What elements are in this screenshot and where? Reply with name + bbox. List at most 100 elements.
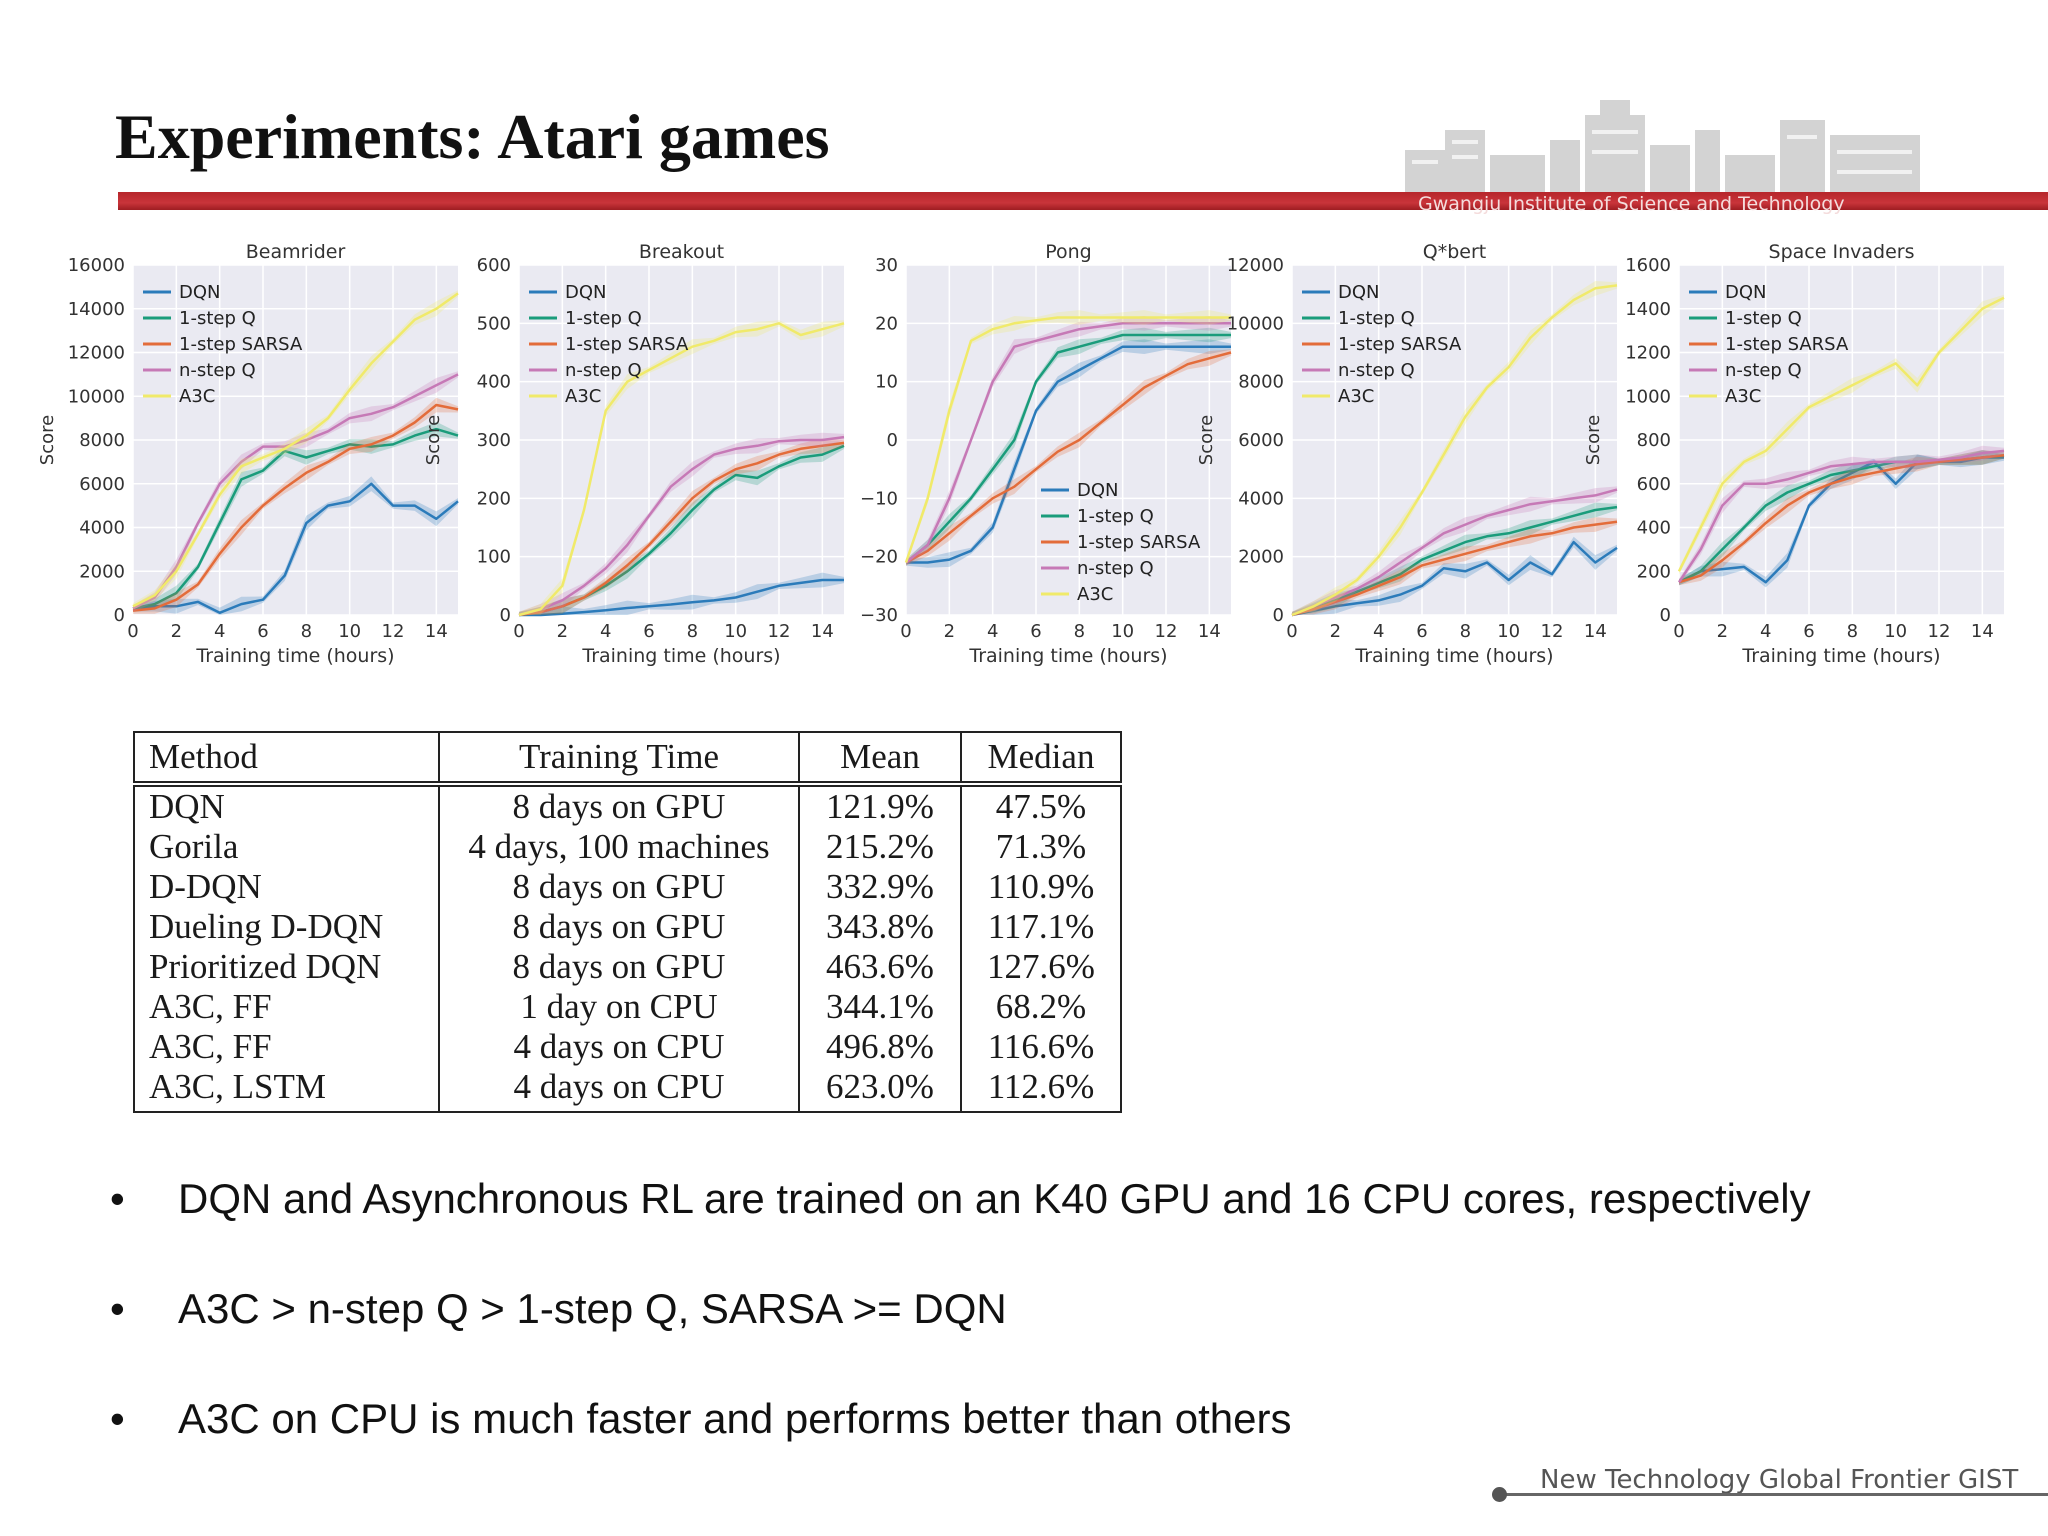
x-tick-label: 14 [811, 621, 834, 642]
series-line-a3c [518, 322, 845, 617]
x-tick-label: 6 [1416, 621, 1427, 642]
cell-median: 127.6% [960, 947, 1122, 987]
x-tick-label: 2 [1330, 621, 1341, 642]
y-tick-label: 300 [477, 430, 511, 451]
cell-training-time: 1 day on CPU [438, 987, 800, 1027]
cell-mean: 343.8% [798, 907, 962, 947]
x-tick-label: 2 [1717, 621, 1728, 642]
table-row: A3C, FF 1 day on CPU 344.1% 68.2% [133, 987, 1122, 1027]
header-divider-band [118, 192, 2048, 210]
header-training-time: Training Time [438, 731, 800, 785]
chart-breakout: 0 100 200 300 400 500 600 0 2 4 6 8 10 12 14 Breakout Tr… [423, 241, 845, 667]
legend-label-n-step-q: n-step Q [1338, 360, 1415, 381]
x-tick-label: 6 [1030, 621, 1041, 642]
y-tick-label: 0 [1273, 605, 1284, 626]
cell-training-time: 8 days on GPU [438, 947, 800, 987]
y-tick-label: 1400 [1625, 299, 1671, 320]
legend-label-n-step-q: n-step Q [565, 360, 642, 381]
y-tick-label: 6000 [1238, 430, 1284, 451]
series-band-a3c [1679, 294, 2004, 575]
x-tick-label: 4 [1373, 621, 1384, 642]
series-line-a3c [132, 292, 459, 608]
series-line-a3c [1677, 296, 2005, 572]
series-band-1-step-sarsa [906, 349, 1231, 566]
bullet-item: • A3C > n-step Q > 1-step Q, SARSA >= DQN [110, 1285, 1811, 1395]
legend-label-1-step-q: 1-step Q [1077, 506, 1154, 527]
y-tick-label: 400 [1637, 518, 1671, 539]
cell-training-time: 8 days on GPU [438, 781, 800, 827]
table-row: A3C, FF 4 days on CPU 496.8% 116.6% [133, 1027, 1122, 1067]
cell-median: 117.1% [960, 907, 1122, 947]
series-band-dqn [519, 572, 844, 615]
legend-label-1-step-sarsa: 1-step SARSA [179, 334, 303, 355]
cell-method: A3C, FF [133, 1027, 440, 1067]
cell-median: 112.6% [960, 1067, 1122, 1113]
y-tick-label: 1000 [1625, 386, 1671, 407]
cell-method: Dueling D-DQN [133, 907, 440, 947]
cell-mean: 332.9% [798, 867, 962, 907]
cell-mean: 496.8% [798, 1027, 962, 1067]
x-tick-label: 8 [687, 621, 698, 642]
legend-label-1-step-q: 1-step Q [1725, 308, 1802, 329]
x-tick-label: 10 [724, 621, 747, 642]
y-tick-label: 20 [875, 313, 898, 334]
x-tick-label: 12 [1541, 621, 1564, 642]
series-line-n-step-q [518, 435, 845, 617]
cell-median: 116.6% [960, 1027, 1122, 1067]
x-tick-label: 2 [944, 621, 955, 642]
x-tick-label: 12 [768, 621, 791, 642]
y-tick-label: 200 [477, 488, 511, 509]
x-tick-label: 8 [1460, 621, 1471, 642]
cell-training-time: 4 days on CPU [438, 1027, 800, 1067]
legend-label-a3c: A3C [179, 386, 215, 407]
legend-label-n-step-q: n-step Q [179, 360, 256, 381]
chart-title: Beamrider [246, 241, 346, 263]
series-line-n-step-q [905, 322, 1231, 564]
x-tick-label: 0 [1286, 621, 1297, 642]
cell-training-time: 4 days on CPU [438, 1067, 800, 1113]
cell-mean: 215.2% [798, 827, 962, 867]
series-band-1-step-sarsa [1679, 450, 2004, 586]
chart-title: Q*bert [1423, 241, 1486, 263]
legend-label-dqn: DQN [179, 282, 221, 303]
cell-median: 47.5% [960, 781, 1122, 827]
x-tick-label: 12 [382, 621, 405, 642]
bullet-dot: • [110, 1395, 125, 1442]
series-band-n-step-q [133, 371, 458, 612]
cell-median: 110.9% [960, 867, 1122, 907]
legend-label-n-step-q: n-step Q [1725, 360, 1802, 381]
bullet-text: DQN and Asynchronous RL are trained on a… [178, 1175, 1811, 1222]
series-band-n-step-q [1292, 486, 1617, 615]
y-tick-label: 10000 [1227, 313, 1284, 334]
footer-text: New Technology Global Frontier GIST [1540, 1465, 2019, 1495]
series-line-n-step-q [1677, 449, 2005, 583]
series-band-1-step-q [133, 421, 458, 612]
chart-title: Breakout [639, 241, 724, 263]
legend-label-a3c: A3C [565, 386, 601, 407]
x-tick-label: 2 [557, 621, 568, 642]
y-axis-label: Score [37, 415, 58, 465]
y-tick-label: 4000 [1238, 488, 1284, 509]
table-row: DQN 8 days on GPU 121.9% 47.5% [133, 781, 1122, 827]
series-line-dqn [906, 345, 1231, 564]
series-line-n-step-q [1291, 488, 1618, 617]
series-line-1-step-sarsa [905, 351, 1232, 564]
bullet-dot: • [110, 1285, 125, 1332]
x-tick-label: 6 [1803, 621, 1814, 642]
legend-label-1-step-q: 1-step Q [179, 308, 256, 329]
legend-label-dqn: DQN [565, 282, 607, 303]
table-row: Dueling D-DQN 8 days on GPU 343.8% 117.1… [133, 907, 1122, 947]
cell-method: D-DQN [133, 867, 440, 907]
y-tick-label: 2000 [1238, 547, 1284, 568]
legend-label-a3c: A3C [1338, 386, 1374, 407]
y-tick-label: 1200 [1625, 343, 1671, 364]
x-tick-label: 0 [127, 621, 138, 642]
y-tick-label: 0 [500, 605, 511, 626]
legend-label-1-step-sarsa: 1-step SARSA [1725, 334, 1849, 355]
cell-training-time: 4 days, 100 machines [438, 827, 800, 867]
y-tick-label: 800 [1637, 430, 1671, 451]
y-axis-label: Score [1583, 415, 1604, 465]
slide-title: Experiments: Atari games [115, 101, 830, 172]
y-tick-label: 12000 [1227, 255, 1284, 276]
legend-label-a3c: A3C [1725, 386, 1761, 407]
